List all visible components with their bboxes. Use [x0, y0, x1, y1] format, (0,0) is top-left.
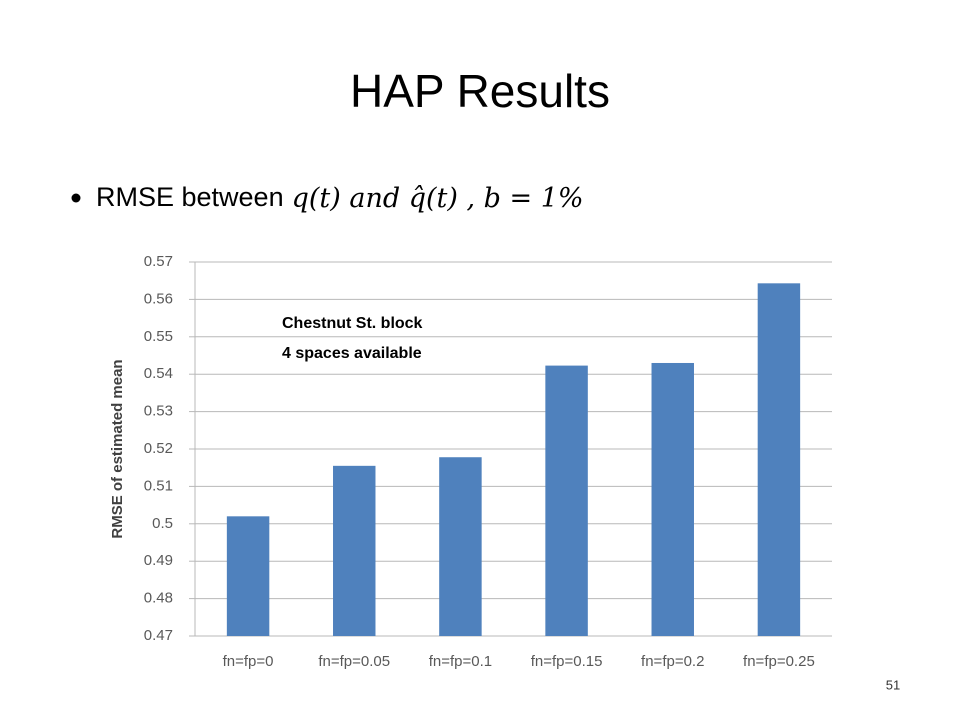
bar [226, 516, 270, 636]
bar [333, 465, 376, 636]
plot: 0.47 0.48 0.49 0.5 0.51 0.52 0.53 0.54 0.55 0.56 0… [144, 253, 832, 670]
y-tick-label: 0.57 [144, 253, 173, 270]
y-tick-label: 0.51 [144, 477, 173, 494]
x-tick-label: fn=fp=0.1 [429, 653, 492, 670]
y-tick-label: 0.54 [144, 365, 173, 382]
y-tick-label: 0.55 [144, 328, 173, 345]
y-tick-label: 0.48 [144, 590, 173, 607]
page-number: 51 [886, 677, 900, 692]
y-tick-label: 0.47 [144, 627, 173, 644]
annotation: Chestnut St. block [282, 315, 423, 332]
x-tick-label: fn=fp=0.15 [531, 653, 603, 670]
x-tick-label: fn=fp=0.05 [318, 653, 390, 670]
y-axis-label: RMSE of estimated mean [109, 359, 126, 538]
slide-title: HAP Results [350, 65, 610, 117]
y-tick-label: 0.49 [144, 552, 173, 569]
bar [651, 362, 694, 636]
y-tick-label: 0.52 [144, 440, 173, 457]
x-tick-label: fn=fp=0.25 [743, 653, 815, 670]
y-tick-label: 0.5 [152, 515, 173, 532]
y-tick-label: 0.53 [144, 403, 173, 420]
bullet-plain: RMSE between [96, 182, 284, 212]
bullet-dot [71, 193, 81, 203]
bar [545, 365, 588, 636]
x-tick-label: fn=fp=0 [223, 653, 274, 670]
x-tick-label: fn=fp=0.2 [641, 653, 704, 670]
bullet-math: q(t) and q̂(t) , b = 1% [292, 183, 584, 214]
bar [439, 457, 482, 636]
bar [757, 283, 801, 636]
y-tick-label: 0.56 [144, 290, 173, 307]
annotation: 4 spaces available [282, 345, 422, 362]
bullet-text: RMSE between q(t) and q̂(t) , b = 1% [96, 182, 584, 213]
